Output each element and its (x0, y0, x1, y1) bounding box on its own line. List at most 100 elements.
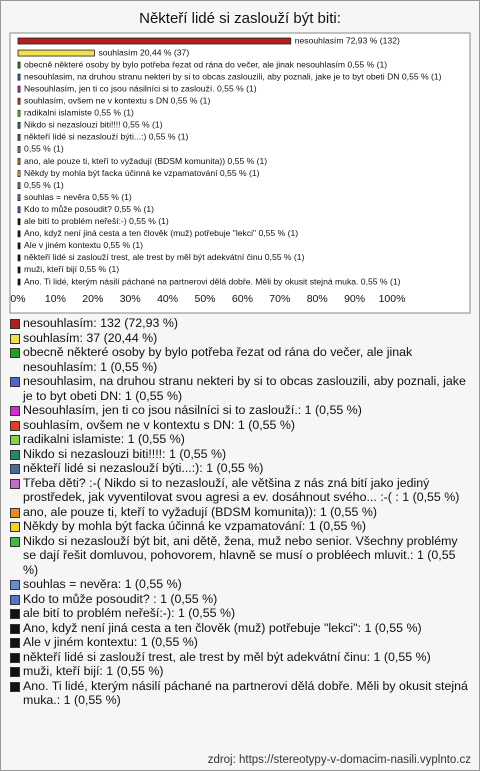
legend-item: radikalni islamiste: 1 (0,55 %) (9, 432, 471, 447)
legend-item: Kdo to může posoudit? : 1 (0,55 %) (9, 592, 471, 607)
bar (17, 218, 21, 226)
x-tick-label: 10% (45, 293, 66, 305)
legend-item: Ano. Ti lidé, kterým násilí páchané na p… (9, 679, 471, 708)
legend-item: Ano, když není jiná cesta a ten člověk (… (9, 621, 471, 636)
legend-swatch (10, 478, 20, 489)
bar-label: 0,55 % (1) (24, 144, 64, 154)
bar (17, 158, 21, 165)
bar (17, 254, 21, 262)
bar-label: Nesouhlasím, jen ti co jsou násilníci si… (24, 83, 257, 93)
legend-label: Nikdo si nezaslouží být bit, ani dětě, ž… (23, 533, 458, 577)
bar-label: Kdo to může posoudit? 0,55 % (1) (24, 204, 154, 214)
legend-swatch (10, 507, 20, 518)
legend-swatch (10, 638, 20, 648)
legend-swatch (10, 377, 20, 387)
legend-swatch (10, 623, 20, 634)
legend-item: Nikdo si nezaslouzi biti!!!!: 1 (0,55 %) (9, 447, 471, 462)
legend-label: někteří lidé si zaslouží trest, ale tres… (23, 649, 431, 664)
legend-item: Třeba děti? :-( Nikdo si to nezaslouží, … (9, 476, 471, 505)
legend-swatch (10, 464, 20, 474)
legend-item: nesouhlasím: 132 (72,93 %) (9, 316, 471, 331)
legend-item: Někdy by mohla být facka účinná ke vzpam… (9, 519, 471, 534)
bar-label: ale bití to problém neřeší:-) 0,55 % (1) (24, 216, 169, 226)
bar-label: nesouhlasim, na druhou stranu nekteri by… (24, 71, 442, 81)
legend-label: ale bití to problém neřeší:-): 1 (0,55 %… (23, 606, 236, 620)
bar (17, 49, 95, 57)
legend-item: souhlas = nevěra: 1 (0,55 %) (9, 577, 471, 592)
x-tick-label: 90% (344, 293, 365, 305)
x-tick-label: 50% (194, 293, 215, 305)
bar-label: Někdy by mohla být facka účinná ke vzpam… (24, 168, 260, 178)
legend-swatch (10, 536, 20, 547)
legend-item: obecně některé osoby by bylo potřeba řez… (9, 345, 471, 374)
legend-item: souhlasím: 37 (20,44 %) (9, 331, 471, 346)
legend-swatch (10, 348, 20, 358)
x-tick-label: 100% (379, 293, 406, 305)
bar (17, 146, 21, 153)
legend-label: Ale v jiném kontextu: 1 (0,55 %) (23, 635, 198, 649)
legend: nesouhlasím: 132 (72,93 %) souhlasím: 37 … (9, 316, 471, 708)
bar-label: Ale v jiném kontextu 0,55 % (1) (24, 240, 143, 250)
legend-label: Někdy by mohla být facka účinná ke vzpam… (23, 519, 366, 533)
x-tick-label: 0% (10, 293, 25, 305)
legend-swatch (10, 667, 20, 677)
legend-label: Ano, když není jiná cesta a ten člověk (… (23, 620, 422, 635)
bar-label: Nikdo si nezaslouzi biti!!!! 0,55 % (1) (24, 120, 163, 130)
bar (17, 242, 21, 250)
x-tick-label: 70% (269, 293, 290, 305)
legend-label: obecně některé osoby by bylo potřeba řez… (23, 345, 413, 374)
source: zdroj: https://stereotypy-v-domacim-nasi… (207, 754, 471, 766)
legend-label: souhlasím, ovšem ne v kontextu s DN: 1 (… (23, 417, 296, 432)
bar-label: někteří lidé si zaslouží trest, ale tres… (24, 252, 305, 262)
bar-label: souhlasím 20,44 % (37) (98, 47, 189, 57)
legend-item: Nikdo si nezaslouží být bit, ani dětě, ž… (9, 534, 471, 578)
bar (17, 73, 21, 81)
legend-swatch (10, 319, 20, 329)
bar (17, 85, 21, 93)
legend-swatch (10, 652, 20, 663)
bar (17, 109, 21, 117)
legend-swatch (10, 522, 20, 532)
x-tick-label: 60% (232, 293, 253, 305)
legend-swatch (10, 580, 20, 590)
bar (17, 278, 21, 286)
legend-item: muži, kteří bijí: 1 (0,55 %) (9, 664, 471, 679)
bar-label: muži, kteří bijí 0,55 % (1) (24, 264, 119, 274)
legend-label: souhlasím: 37 (20,44 %) (23, 330, 158, 345)
legend-item: Ale v jiném kontextu: 1 (0,55 %) (9, 635, 471, 650)
bar (17, 61, 21, 69)
x-tick-label: 30% (120, 293, 141, 305)
legend-swatch (10, 594, 20, 605)
chart-title: Někteří lidé si zaslouží být biti: (139, 10, 341, 27)
bar-label: obecně některé osoby by bylo potřeba řez… (24, 59, 387, 69)
legend-label: Třeba děti? :-( Nikdo si to nezaslouží, … (23, 475, 460, 505)
legend-swatch (10, 609, 20, 619)
bar (17, 37, 292, 45)
legend-label: Nesouhlasím, jen ti co jsou násilníci si… (23, 403, 362, 417)
legend-item: ano, ale pouze ti, kteří to vyžadují (BD… (9, 505, 471, 520)
legend-label: muži, kteří bijí: 1 (0,55 %) (23, 664, 164, 678)
chart: Někteří lidé si zaslouží být biti: 0% 10%… (9, 10, 471, 314)
bar (17, 194, 21, 202)
legend-label: souhlas = nevěra: 1 (0,55 %) (23, 577, 182, 591)
bar-label: někteří lidé si nezaslouží býti...:) 0,5… (24, 132, 188, 142)
bar-label: 0,55 % (1) (24, 180, 64, 190)
bar-label: souhlasím, ovšem ne v kontextu s DN 0,55… (24, 96, 210, 106)
legend-swatch (10, 420, 20, 431)
bar-label: Ano. Ti lidé, kterým násilí páchané na p… (24, 276, 401, 286)
bar (17, 121, 21, 129)
bar-label: ano, ale pouze ti, kteří to vyžadují (BD… (24, 156, 267, 166)
bar (17, 97, 21, 105)
bar (17, 133, 21, 141)
legend-item: Nesouhlasím, jen ti co jsou násilníci si… (9, 403, 471, 418)
legend-item: někteří lidé si zaslouží trest, ale tres… (9, 650, 471, 665)
legend-swatch (10, 449, 20, 460)
legend-label: nesouhlasim, na druhou stranu nekteri by… (23, 374, 466, 403)
bar-label: radikalni islamiste 0,55 % (1) (24, 108, 134, 118)
legend-item: souhlasím, ovšem ne v kontextu s DN: 1 (… (9, 418, 471, 433)
bar-label: nesouhlasím 72,93 % (132) (295, 35, 400, 45)
bar (17, 266, 21, 274)
plot-area (9, 32, 471, 314)
bar (17, 206, 21, 214)
